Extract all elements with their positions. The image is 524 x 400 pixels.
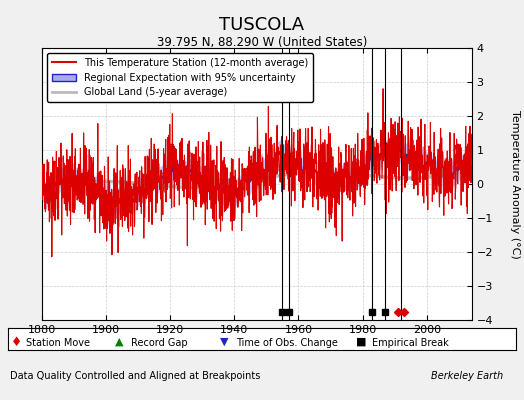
Legend: This Temperature Station (12-month average), Regional Expectation with 95% uncer: This Temperature Station (12-month avera… [47,53,313,102]
Text: Berkeley Earth: Berkeley Earth [431,371,503,381]
Text: TUSCOLA: TUSCOLA [220,16,304,34]
Text: ♦: ♦ [10,336,21,348]
Text: Empirical Break: Empirical Break [372,338,449,348]
Y-axis label: Temperature Anomaly (°C): Temperature Anomaly (°C) [510,110,520,258]
Text: Record Gap: Record Gap [131,338,188,348]
Text: Station Move: Station Move [26,338,90,348]
Text: ■: ■ [356,337,367,347]
Text: Data Quality Controlled and Aligned at Breakpoints: Data Quality Controlled and Aligned at B… [10,371,261,381]
Text: ▼: ▼ [220,337,228,347]
Text: ▲: ▲ [115,337,124,347]
Text: 39.795 N, 88.290 W (United States): 39.795 N, 88.290 W (United States) [157,36,367,49]
Text: Time of Obs. Change: Time of Obs. Change [236,338,337,348]
